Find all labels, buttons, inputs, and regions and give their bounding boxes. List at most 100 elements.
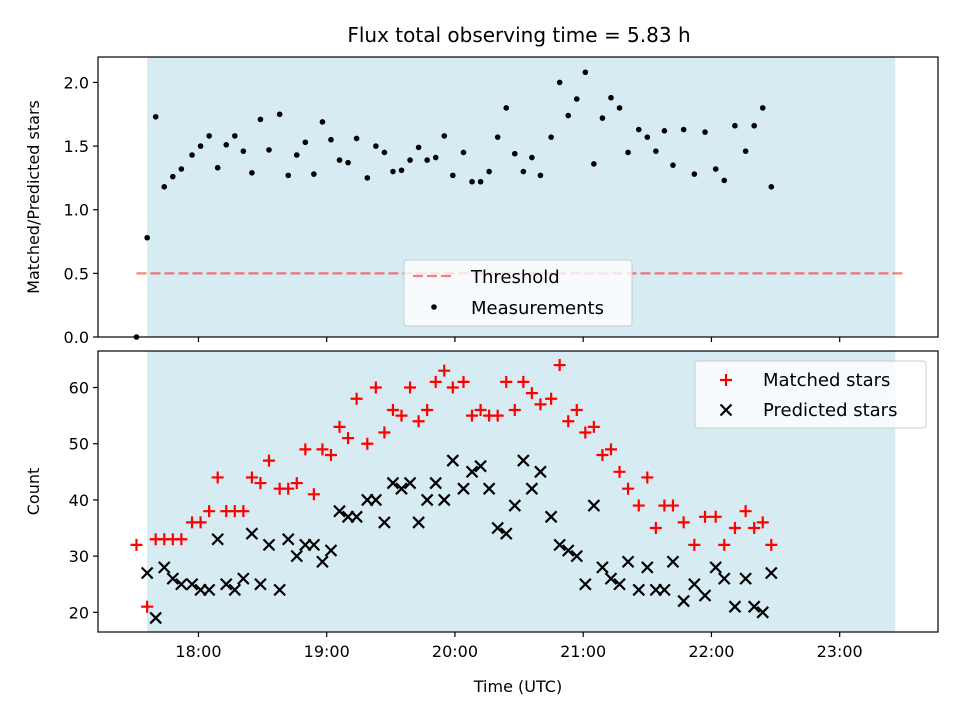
measurement-point <box>432 154 439 161</box>
matched-stars-point <box>457 375 470 388</box>
legend-label: Predicted stars <box>763 400 897 421</box>
matched-stars-point <box>237 505 250 518</box>
measurement-point <box>197 143 204 149</box>
predicted-stars-point <box>403 476 417 490</box>
measurement-point <box>276 111 283 118</box>
matched-stars-point <box>604 443 617 456</box>
legend-box <box>403 259 633 327</box>
matched-stars-point <box>688 538 701 551</box>
measurement-point <box>441 133 448 139</box>
matched-stars-point <box>254 477 267 490</box>
legend-label: Measurements <box>471 298 604 319</box>
measurement-point <box>407 157 413 163</box>
measurement-point <box>390 168 396 175</box>
measurement-point <box>751 122 757 129</box>
matched-stars-point <box>748 522 761 535</box>
matched-stars-point <box>632 499 645 512</box>
predicted-stars-point <box>709 561 722 574</box>
matched-stars-point <box>404 381 417 394</box>
measurement-point <box>293 152 300 158</box>
measurement-point <box>469 178 475 185</box>
matched-stars-point <box>579 426 592 439</box>
predicted-stars-point <box>561 544 575 557</box>
predicted-stars-point <box>281 532 295 546</box>
matched-stars-point <box>500 375 513 388</box>
measurement-point <box>311 171 317 177</box>
matched-stars-point <box>739 505 752 518</box>
y-tick-label: 30 <box>69 547 89 566</box>
predicted-stars-point <box>290 549 304 563</box>
matched-stars-point <box>562 415 575 428</box>
x-tick-label: 19:00 <box>304 642 350 661</box>
legend: Matched stars Predicted stars <box>694 360 927 429</box>
y-axis-label: Count <box>24 468 43 516</box>
legend-label: Matched stars <box>763 370 890 391</box>
matched-stars-point <box>525 387 538 400</box>
measurement-point <box>223 142 230 148</box>
measurement-point <box>189 152 195 158</box>
matched-stars-point <box>395 409 408 422</box>
matched-stars-point <box>378 426 391 439</box>
predicted-stars-point <box>621 555 635 569</box>
measurement-point <box>285 172 292 179</box>
y-tick-label: 40 <box>69 491 89 510</box>
matched-stars-point <box>728 522 741 535</box>
predicted-stars-point <box>739 572 752 585</box>
measurement-point <box>214 164 221 171</box>
predicted-stars-point <box>386 476 400 490</box>
matched-stars-point <box>613 465 626 478</box>
matched-stars-point <box>316 443 329 456</box>
matched-stars-point <box>446 381 459 394</box>
predicted-stars-point <box>157 561 171 574</box>
measurement-point <box>565 112 572 119</box>
measurement-point <box>661 128 668 134</box>
chart-title: Flux total observing time = 5.83 h <box>347 23 690 47</box>
x-tick-label: 23:00 <box>817 642 863 661</box>
predicted-stars-point <box>728 600 742 613</box>
top-panel: 0.0 0.5 1.0 1.5 2.0 Matched/Predicted stars Th… <box>24 56 939 347</box>
predicted-stars-point <box>482 482 496 495</box>
predicted-stars-point <box>596 561 609 574</box>
predicted-stars-point <box>245 527 259 540</box>
predicted-stars-point <box>446 454 460 467</box>
matched-stars-point <box>245 471 258 484</box>
matched-stars-point <box>211 471 224 484</box>
predicted-stars-point <box>202 583 216 597</box>
measurement-point <box>691 171 698 177</box>
matched-stars-point <box>438 364 451 377</box>
matched-stars-point <box>203 505 216 518</box>
legend-label: Threshold <box>470 267 560 288</box>
y-tick-label: 0.0 <box>64 328 89 347</box>
measurement-point <box>537 172 544 179</box>
measurement-point <box>573 96 580 102</box>
predicted-stars-point <box>765 566 778 580</box>
legend-predicted-swatch <box>719 403 733 417</box>
matched-stars-point <box>699 510 712 523</box>
axes-frame <box>97 56 939 338</box>
predicted-stars-point <box>324 544 338 557</box>
predicted-stars-point <box>587 499 601 512</box>
predicted-stars-point <box>378 516 391 529</box>
matched-stars-point <box>466 409 479 422</box>
matched-stars-point <box>412 415 425 428</box>
measurement-point <box>616 105 623 111</box>
measurement-point <box>302 139 309 146</box>
measurement-point <box>240 148 247 154</box>
y-tick-label: 20 <box>69 603 89 622</box>
predicted-stars-point <box>666 555 680 569</box>
matched-stars-point <box>141 600 154 613</box>
matched-stars-point <box>262 454 275 467</box>
measurement-point <box>477 178 484 185</box>
measurement-point <box>206 133 212 139</box>
predicted-stars-point <box>437 493 451 507</box>
predicted-stars-point <box>474 459 487 473</box>
measurement-point <box>319 119 326 125</box>
measurement-point <box>398 167 405 174</box>
matched-stars-point <box>596 448 609 461</box>
predicted-stars-point <box>254 577 267 591</box>
measurement-point <box>415 144 422 151</box>
predicted-stars-point <box>219 577 233 591</box>
matched-stars-point <box>175 533 188 546</box>
measurement-point <box>732 122 738 129</box>
legend-matched-swatch <box>720 374 732 386</box>
